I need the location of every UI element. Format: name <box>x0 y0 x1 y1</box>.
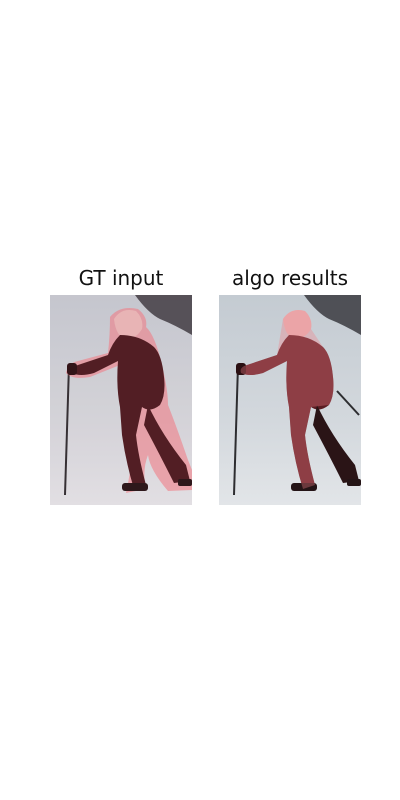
panel-title-algo-results: algo results <box>231 266 349 290</box>
ski-pole-right <box>336 390 360 416</box>
ski-pole <box>64 364 70 496</box>
gt-input-image <box>50 295 192 505</box>
panel-title-gt-input: GT input <box>78 266 164 290</box>
ski-pole <box>233 364 239 496</box>
dark-trees <box>304 295 361 335</box>
algo-results-image <box>219 295 361 505</box>
algo-mask-region <box>240 310 334 489</box>
dark-trees <box>135 295 192 335</box>
mask-overlay-tint <box>50 295 192 505</box>
skier-figure <box>236 310 361 491</box>
skier-figure <box>67 310 192 491</box>
